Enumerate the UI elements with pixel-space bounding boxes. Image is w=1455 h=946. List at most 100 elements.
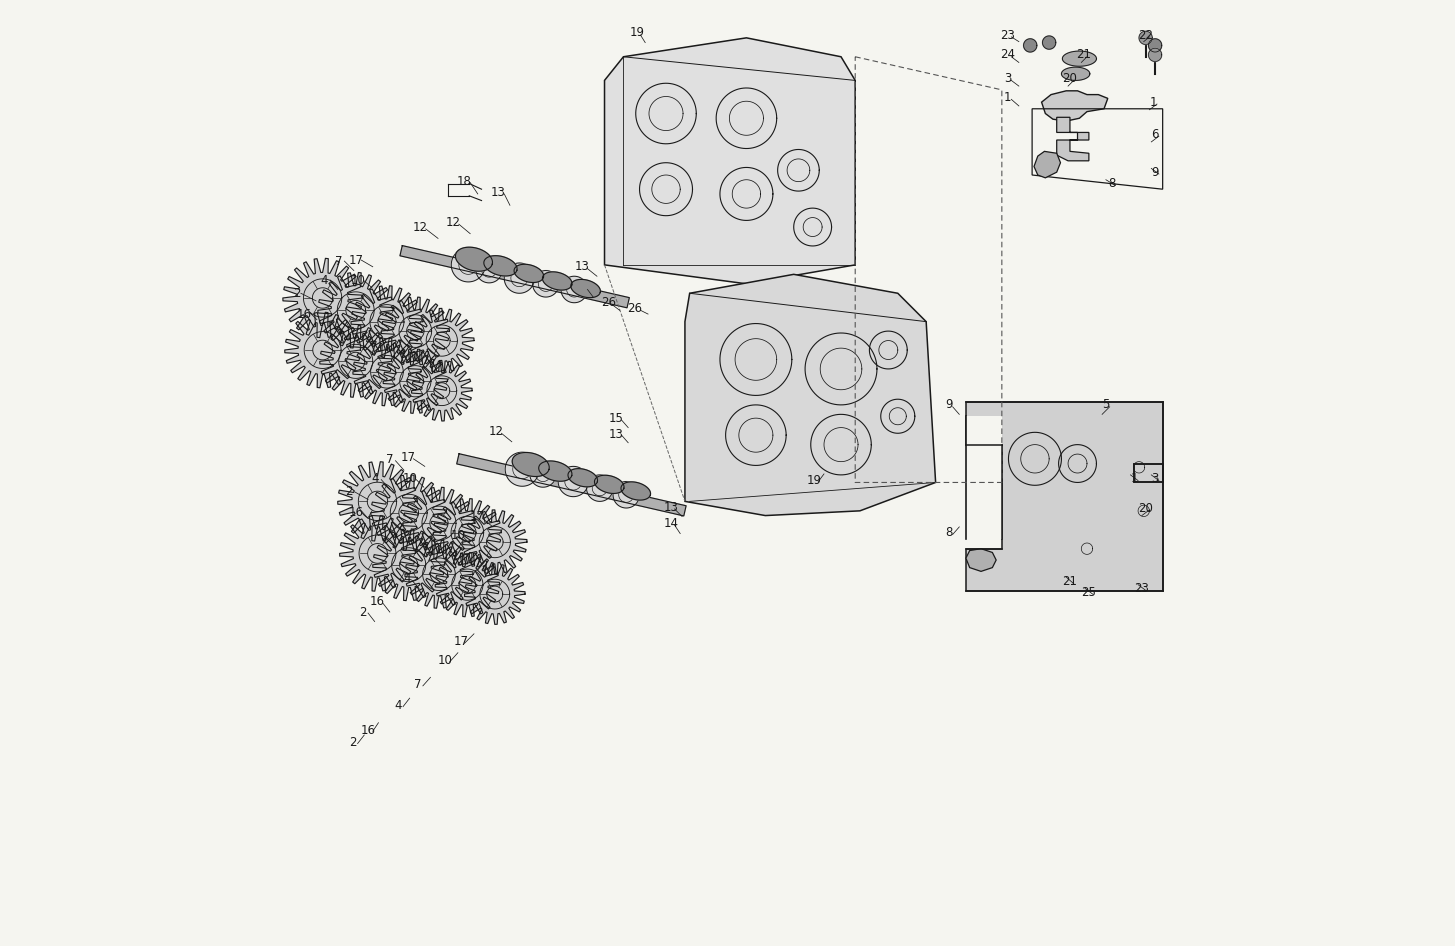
Text: 16: 16	[297, 307, 311, 321]
Polygon shape	[285, 312, 361, 388]
Text: 2: 2	[349, 736, 356, 749]
Polygon shape	[1138, 505, 1149, 517]
Polygon shape	[320, 325, 391, 397]
Text: 24: 24	[1000, 48, 1016, 61]
Text: 12: 12	[413, 220, 428, 234]
Polygon shape	[880, 399, 915, 433]
Polygon shape	[464, 564, 525, 624]
Text: 26: 26	[627, 302, 642, 315]
Polygon shape	[1133, 462, 1145, 473]
Polygon shape	[805, 333, 877, 405]
Polygon shape	[317, 272, 393, 348]
Polygon shape	[371, 475, 447, 551]
Text: 26: 26	[601, 296, 615, 309]
Polygon shape	[1024, 39, 1037, 52]
Polygon shape	[966, 549, 997, 571]
Polygon shape	[485, 255, 517, 276]
Polygon shape	[455, 247, 492, 272]
Text: 21: 21	[1075, 48, 1091, 61]
Text: 10: 10	[403, 472, 418, 485]
Polygon shape	[636, 83, 697, 144]
Polygon shape	[434, 499, 502, 567]
Polygon shape	[1043, 36, 1056, 49]
Polygon shape	[512, 452, 549, 477]
Polygon shape	[1035, 151, 1061, 178]
Polygon shape	[562, 276, 588, 303]
Text: 9: 9	[946, 398, 953, 412]
Polygon shape	[282, 258, 362, 338]
Polygon shape	[567, 468, 598, 487]
Polygon shape	[794, 208, 832, 246]
Text: 15: 15	[608, 412, 623, 425]
Polygon shape	[586, 475, 613, 501]
Text: 7: 7	[426, 551, 434, 564]
Polygon shape	[351, 286, 423, 358]
Polygon shape	[514, 264, 544, 283]
Polygon shape	[1056, 117, 1088, 161]
Text: 8: 8	[946, 526, 953, 539]
Polygon shape	[870, 331, 908, 369]
Text: 10: 10	[451, 529, 466, 542]
Polygon shape	[604, 38, 856, 284]
Polygon shape	[1081, 543, 1093, 554]
Polygon shape	[1059, 445, 1097, 482]
Polygon shape	[777, 149, 819, 191]
Text: 16: 16	[361, 724, 375, 737]
Text: 3: 3	[1004, 72, 1011, 85]
Text: 1: 1	[1131, 472, 1138, 485]
Text: 6: 6	[1151, 128, 1158, 141]
Text: 20: 20	[1062, 72, 1077, 85]
Polygon shape	[640, 163, 693, 216]
Polygon shape	[720, 324, 792, 395]
Text: 10: 10	[351, 274, 367, 288]
Text: 20: 20	[1138, 501, 1152, 515]
Polygon shape	[1062, 67, 1090, 80]
Polygon shape	[613, 482, 640, 508]
Polygon shape	[381, 297, 450, 365]
Polygon shape	[1008, 432, 1062, 485]
Text: 2: 2	[359, 605, 367, 619]
Polygon shape	[412, 360, 471, 421]
Text: 23: 23	[1135, 582, 1149, 595]
Polygon shape	[621, 482, 650, 500]
Text: 4: 4	[320, 273, 329, 287]
Text: 1: 1	[1149, 96, 1157, 109]
Polygon shape	[435, 552, 499, 617]
Text: 10: 10	[438, 654, 453, 667]
Polygon shape	[476, 256, 502, 283]
Text: 13: 13	[575, 260, 589, 273]
Text: 18: 18	[457, 175, 471, 188]
Text: 7: 7	[415, 678, 422, 692]
Polygon shape	[451, 248, 486, 282]
Polygon shape	[685, 274, 936, 516]
Polygon shape	[726, 405, 786, 465]
Text: 2: 2	[294, 287, 301, 300]
Text: 4: 4	[372, 472, 380, 485]
Text: 3: 3	[1151, 472, 1158, 485]
Polygon shape	[1042, 91, 1107, 121]
Text: 4: 4	[403, 571, 410, 585]
Text: 13: 13	[492, 185, 506, 199]
Text: 7: 7	[335, 254, 342, 268]
Text: 25: 25	[1081, 586, 1096, 599]
Text: 1: 1	[1004, 91, 1011, 104]
Text: 21: 21	[1062, 575, 1078, 588]
Polygon shape	[530, 461, 556, 487]
Text: 22: 22	[1138, 28, 1154, 42]
Text: 19: 19	[629, 26, 645, 39]
Polygon shape	[538, 461, 572, 482]
Text: 16: 16	[348, 506, 364, 519]
Polygon shape	[1148, 39, 1161, 52]
Polygon shape	[533, 271, 559, 297]
Polygon shape	[570, 279, 601, 298]
Text: 19: 19	[808, 474, 822, 487]
Text: 17: 17	[400, 451, 415, 464]
Polygon shape	[403, 487, 474, 559]
Text: 17: 17	[453, 635, 469, 648]
Text: 13: 13	[608, 428, 623, 441]
Polygon shape	[339, 516, 415, 591]
Polygon shape	[1139, 31, 1152, 44]
Polygon shape	[400, 246, 630, 307]
Polygon shape	[372, 529, 445, 601]
Polygon shape	[966, 416, 1002, 539]
